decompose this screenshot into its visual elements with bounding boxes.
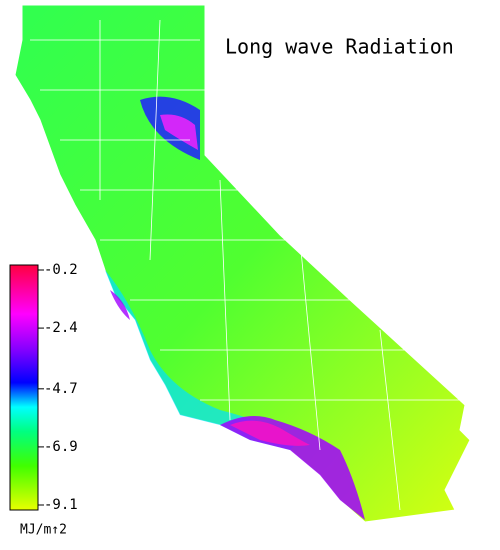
tick-label: -4.7 (44, 381, 78, 397)
tick-label: -2.4 (44, 320, 78, 336)
tick-label: -6.9 (44, 439, 78, 455)
la-region (230, 420, 310, 446)
state-shape (14, 4, 471, 523)
colorbar (9, 264, 39, 511)
tahoe-region (160, 114, 198, 150)
tick-label: -9.1 (44, 497, 78, 513)
bay-region (110, 290, 130, 320)
california (14, 4, 471, 523)
colorbar-ticks: -0.2 -2.4 -4.7 -6.9 -9.1 (38, 262, 78, 513)
tick-label: -0.2 (44, 262, 78, 278)
map-title: Long wave Radiation (225, 35, 454, 59)
county-lines (30, 19, 465, 511)
colorbar-unit: MJ/m↑2 (20, 523, 67, 538)
